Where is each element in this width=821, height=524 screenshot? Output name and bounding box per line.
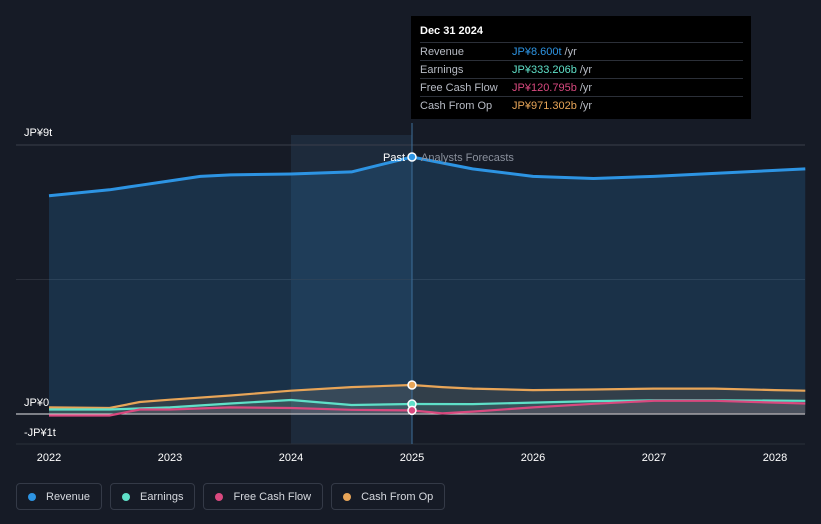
free-cash-flow-marker [407, 405, 417, 416]
tooltip-unit: /yr [579, 63, 593, 76]
legend: Revenue Earnings Free Cash Flow Cash Fro… [16, 483, 446, 510]
legend-label: Free Cash Flow [233, 490, 312, 503]
y-axis-label: JP¥0 [24, 397, 49, 409]
free-cash-flow-area [49, 400, 806, 416]
legend-item-free-cash-flow[interactable]: Free Cash Flow [203, 483, 324, 510]
tooltip-unit: /yr [579, 99, 593, 112]
tooltip-row-free-cash-flow: Free Cash Flow JP¥120.795b /yr [420, 78, 743, 96]
tooltip-row-cash-from-op: Cash From Op JP¥971.302b /yr [420, 96, 743, 114]
tooltip-label: Revenue [420, 45, 465, 58]
legend-item-cash-from-op[interactable]: Cash From Op [331, 483, 446, 510]
past-label: Past [383, 152, 405, 164]
tooltip-label: Free Cash Flow [420, 81, 498, 94]
x-tick-label: 2024 [279, 452, 303, 464]
chart-area: Past Analysts Forecasts JP¥9t JP¥0 -JP¥1t 202… [16, 123, 806, 464]
y-axis-label: -JP¥1t [24, 427, 56, 439]
forecast-label: Analysts Forecasts [421, 152, 514, 164]
legend-label: Earnings [140, 490, 184, 503]
x-tick-label: 2025 [400, 452, 424, 464]
tooltip-row-earnings: Earnings JP¥333.206b /yr [420, 60, 743, 78]
legend-item-revenue[interactable]: Revenue [16, 483, 103, 510]
legend-dot-icon [122, 492, 131, 501]
legend-dot-icon [343, 492, 352, 501]
legend-dot-icon [28, 492, 36, 501]
tooltip-label: Earnings [420, 63, 464, 76]
x-tick-label: 2022 [37, 452, 61, 464]
y-axis-label: JP¥9t [24, 127, 52, 139]
tooltip-value: JP¥8.600t [512, 45, 562, 58]
tooltip-value: JP¥971.302b [512, 99, 577, 112]
revenue-area [49, 156, 806, 414]
tooltip-value: JP¥120.795b [512, 81, 577, 94]
revenue-line [48, 155, 806, 198]
revenue-marker [407, 152, 417, 162]
x-tick-label: 2026 [521, 452, 545, 464]
legend-item-earnings[interactable]: Earnings [110, 483, 196, 510]
legend-dot-icon [215, 492, 224, 501]
tooltip-date: Dec 31 2024 [420, 25, 483, 37]
cash-from-op-marker [407, 380, 417, 390]
tooltip-unit: /yr [579, 81, 593, 94]
tooltip: Dec 31 2024 Revenue JP¥8.600t /yr Earnin… [411, 16, 751, 119]
free-cash-flow-line [49, 399, 806, 417]
cash-from-op-line [48, 383, 806, 410]
x-tick-label: 2027 [642, 452, 666, 464]
past-shade [291, 135, 412, 444]
x-tick-label: 2023 [158, 452, 182, 464]
tooltip-value: JP¥333.206b [512, 63, 577, 76]
tooltip-unit: /yr [564, 45, 577, 58]
tooltip-label: Cash From Op [420, 99, 493, 112]
legend-label: Cash From Op [361, 490, 434, 503]
x-tick-label: 2028 [763, 452, 787, 464]
legend-label: Revenue [46, 490, 91, 503]
tooltip-row-revenue: Revenue JP¥8.600t /yr [420, 42, 743, 60]
